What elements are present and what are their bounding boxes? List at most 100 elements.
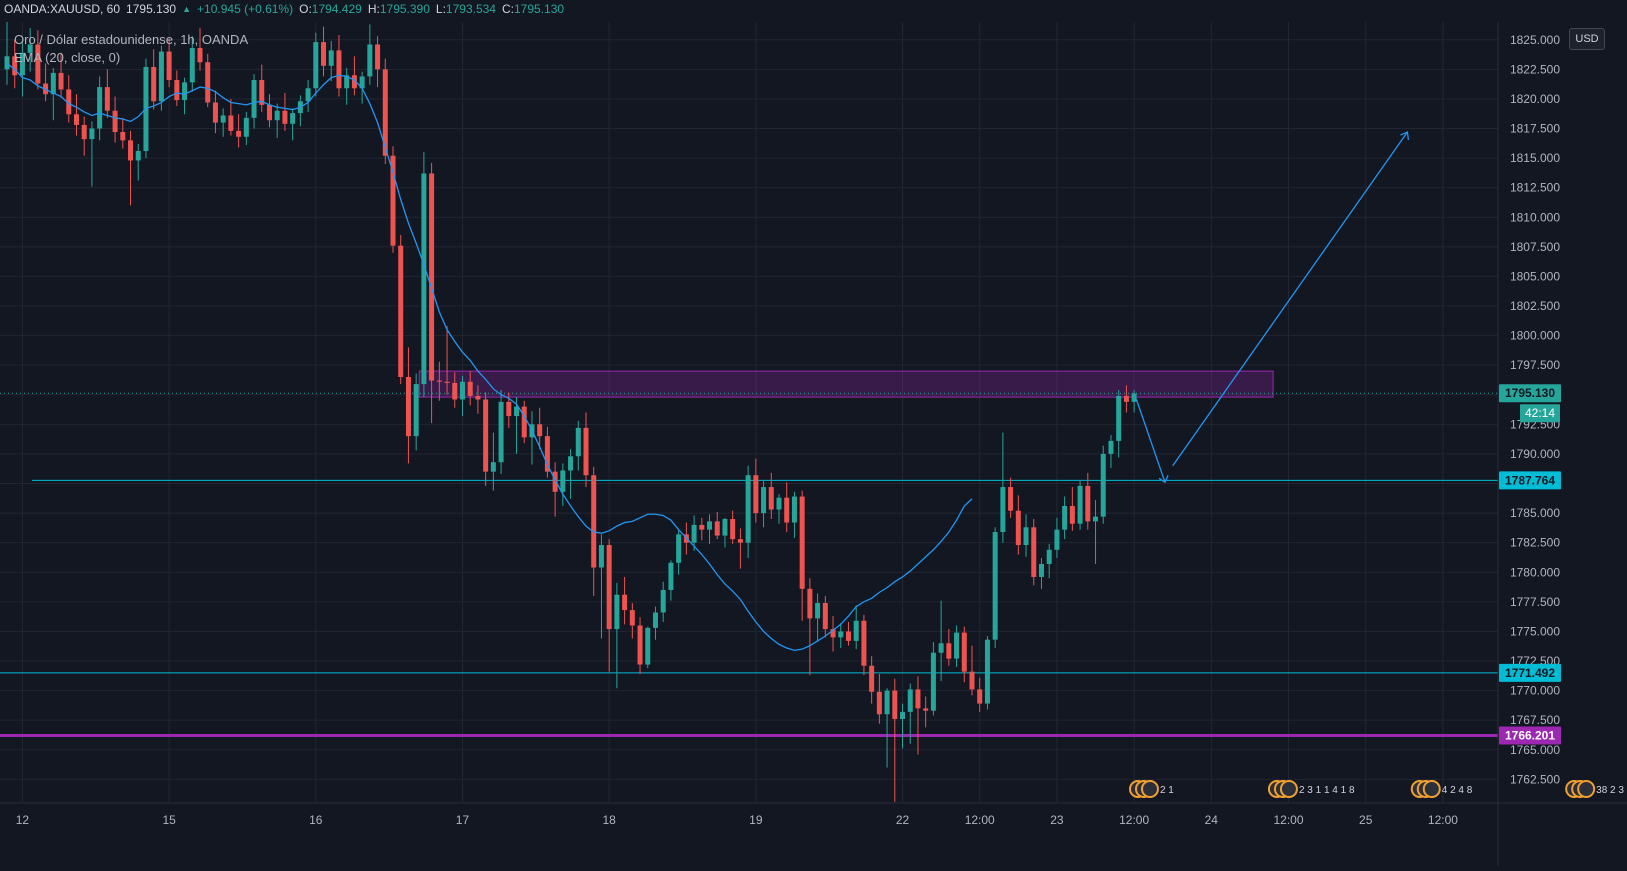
candle-body — [869, 665, 875, 692]
candle-body — [506, 401, 512, 417]
price-tick-label: 1770.000 — [1510, 684, 1560, 698]
candle-body — [668, 562, 674, 590]
candle — [822, 595, 828, 638]
candle — [50, 68, 56, 121]
close-value: 1795.130 — [513, 2, 565, 16]
economic-event-marker[interactable]: 2 1 — [1128, 780, 1174, 798]
candle — [1000, 432, 1006, 543]
candle — [622, 576, 628, 625]
candle — [290, 108, 296, 141]
candle — [722, 517, 728, 548]
candle-body — [212, 102, 218, 123]
candle-body — [490, 462, 496, 472]
candle — [274, 103, 280, 138]
candle-body — [583, 427, 589, 476]
candle-body — [807, 588, 813, 619]
candle-body — [135, 150, 141, 161]
candle — [668, 560, 674, 601]
projection-down-arrowhead — [1158, 475, 1169, 484]
candle — [313, 32, 319, 97]
resistance-zone — [418, 370, 1274, 398]
currency-button[interactable]: USD — [1569, 28, 1605, 50]
candle — [19, 42, 25, 97]
candle-body — [946, 643, 952, 659]
candle — [969, 645, 975, 696]
candle — [1116, 390, 1122, 458]
price-tick-label: 1775.000 — [1510, 624, 1560, 638]
candle-body — [977, 689, 983, 704]
time-tick-label: 25 — [1359, 813, 1373, 827]
series-legend-title[interactable]: Oro / Dólar estadounidense, 1h, OANDA — [14, 32, 249, 47]
price-level-badge — [1499, 384, 1561, 403]
candle-body — [274, 110, 280, 121]
candle-body — [182, 82, 188, 101]
candle-body — [251, 79, 257, 118]
candle-body — [645, 627, 651, 665]
candle-body — [961, 632, 967, 672]
candle — [876, 674, 882, 724]
candle — [212, 90, 218, 134]
candle-body — [120, 132, 126, 141]
candle-body — [259, 79, 265, 105]
price-level-label: 1771.492 — [1505, 666, 1555, 680]
price-tick-label: 1762.500 — [1510, 772, 1560, 786]
candle — [81, 116, 87, 156]
candle — [938, 600, 944, 682]
candle — [89, 121, 95, 187]
candle — [483, 392, 489, 486]
economic-event-marker[interactable]: 38 2 3 4 — [1565, 780, 1627, 798]
candle — [58, 52, 64, 98]
candle — [375, 36, 381, 88]
candle — [398, 235, 404, 385]
candle-body — [236, 130, 242, 137]
price-tick-label: 1800.000 — [1510, 329, 1560, 343]
high-value: 1795.390 — [379, 2, 430, 16]
indicator-legend[interactable]: EMA (20, close, 0) — [14, 50, 121, 65]
economic-event-marker[interactable]: 4 2 4 8 — [1410, 780, 1473, 798]
time-tick-label: 12 — [16, 813, 30, 827]
candle — [799, 490, 805, 621]
candle-body — [776, 497, 782, 510]
projection-arrows — [1135, 131, 1410, 484]
candle — [1031, 519, 1037, 586]
candle — [784, 482, 790, 533]
candle-body — [938, 643, 944, 653]
candle-body — [521, 406, 527, 438]
candle-body — [791, 496, 797, 523]
time-tick-label: 12:00 — [1428, 813, 1458, 827]
candle-body — [205, 62, 211, 103]
price-change: +10.945 (+0.61%) — [197, 2, 294, 16]
candle — [128, 130, 134, 206]
candle — [730, 510, 736, 544]
time-tick-label: 19 — [749, 813, 763, 827]
economic-events[interactable]: 2 1 2 3 1 1 4 1 8 4 2 4 8 38 2 3 4 — [1128, 780, 1627, 798]
candle — [815, 593, 821, 643]
candle-body — [351, 75, 357, 89]
candle-body — [313, 42, 319, 89]
candle — [984, 636, 990, 710]
candle — [436, 361, 442, 401]
candle-body — [81, 124, 87, 140]
time-axis[interactable]: 12 15 16 17 18 19 22 12:00 23 12:00 24 12:00 25 12:00 — [0, 802, 1627, 827]
open-value: 1794.429 — [311, 2, 362, 16]
candle — [467, 371, 473, 406]
candle — [946, 629, 952, 666]
symbol-name[interactable]: OANDA:XAUUSD, 60 — [4, 2, 121, 16]
candle-body — [984, 639, 990, 704]
price-tick-label: 1780.000 — [1510, 565, 1560, 579]
candle-body — [930, 652, 936, 711]
candle — [444, 326, 450, 395]
candle — [791, 491, 797, 538]
candle-body — [467, 381, 473, 396]
candle — [745, 465, 751, 559]
candle-body — [1054, 529, 1060, 550]
economic-event-marker[interactable]: 2 3 1 1 4 1 8 — [1267, 780, 1355, 798]
candle — [151, 49, 157, 110]
candle — [336, 35, 342, 97]
candle-body — [845, 631, 851, 641]
price-axis[interactable]: 1762.5001765.0001767.5001770.0001772.500… — [1497, 22, 1560, 866]
candle — [351, 56, 357, 96]
event-count: 38 2 3 4 — [1596, 785, 1627, 796]
